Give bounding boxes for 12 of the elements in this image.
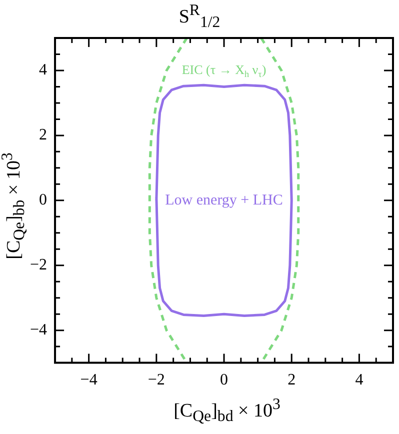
- y-tick-label: 2: [39, 126, 48, 144]
- y-tick-label: −2: [30, 256, 48, 274]
- x-tick-label: −4: [80, 372, 98, 389]
- y-tick-label: 4: [39, 62, 48, 79]
- x-tick-label: 2: [288, 372, 296, 389]
- x-tick-label: −2: [148, 372, 165, 389]
- x-tick-label: 0: [220, 372, 228, 389]
- y-tick-label: 0: [39, 192, 48, 209]
- x-axis-title: [C$_{Qe}$]$_{bd}$ × 10$^{3}$: [172, 396, 282, 426]
- series-label: Low energy + LHC: [165, 192, 283, 208]
- y-tick-label: −4: [30, 322, 48, 339]
- x-tick-label: 4: [355, 372, 364, 389]
